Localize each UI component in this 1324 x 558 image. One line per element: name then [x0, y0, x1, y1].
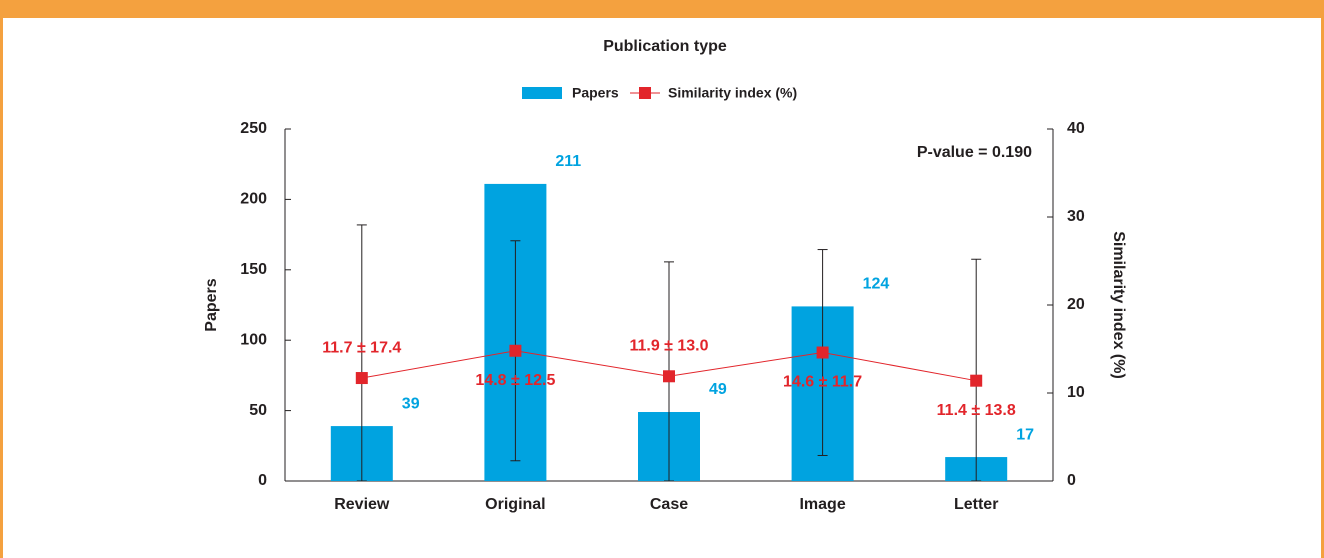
similarity-marker [355, 372, 368, 385]
x-tick-label: Original [485, 496, 545, 513]
legend-marker [639, 87, 651, 99]
x-tick-label: Case [650, 496, 688, 513]
y-tick-label: 150 [240, 261, 267, 278]
similarity-marker [816, 346, 829, 359]
y-tick-label: 200 [240, 191, 267, 208]
similarity-marker [509, 344, 522, 357]
annotation: P-value = 0.190 [917, 144, 1032, 161]
y2-tick-label: 20 [1067, 296, 1085, 313]
similarity-value-label: 14.6 ± 11.7 [783, 374, 862, 391]
bar-value-label: 211 [555, 153, 581, 170]
bar-value-label: 49 [709, 381, 727, 398]
bar-value-label: 17 [1016, 426, 1034, 443]
similarity-marker [970, 374, 983, 387]
similarity-value-label: 11.9 ± 13.0 [629, 337, 708, 354]
legend-label: Papers [572, 85, 619, 101]
y2-tick-label: 40 [1067, 120, 1085, 137]
chart-title: Publication type [603, 38, 727, 55]
similarity-value-label: 11.7 ± 17.4 [322, 339, 401, 356]
y2-axis-label: Similarity index (%) [1110, 231, 1127, 379]
similarity-marker [663, 370, 675, 383]
x-tick-label: Image [799, 496, 845, 513]
legend-label: Similarity index (%) [668, 85, 797, 101]
similarity-value-label: 14.8 ± 12.5 [475, 372, 555, 389]
y-axis-label: Papers [203, 278, 220, 331]
y-tick-label: 250 [240, 120, 267, 137]
bar-value-label: 39 [402, 395, 420, 412]
y-tick-label: 0 [258, 472, 267, 489]
y2-tick-label: 30 [1067, 208, 1085, 225]
y-tick-label: 100 [240, 331, 267, 348]
y2-tick-label: 0 [1067, 472, 1076, 489]
y-tick-label: 50 [249, 402, 267, 419]
y2-tick-label: 10 [1067, 384, 1085, 401]
x-tick-label: Review [334, 496, 390, 513]
bar-value-label: 124 [863, 276, 890, 293]
x-tick-label: Letter [954, 496, 998, 513]
similarity-value-label: 11.4 ± 13.8 [937, 402, 1016, 419]
legend-swatch [522, 87, 562, 99]
